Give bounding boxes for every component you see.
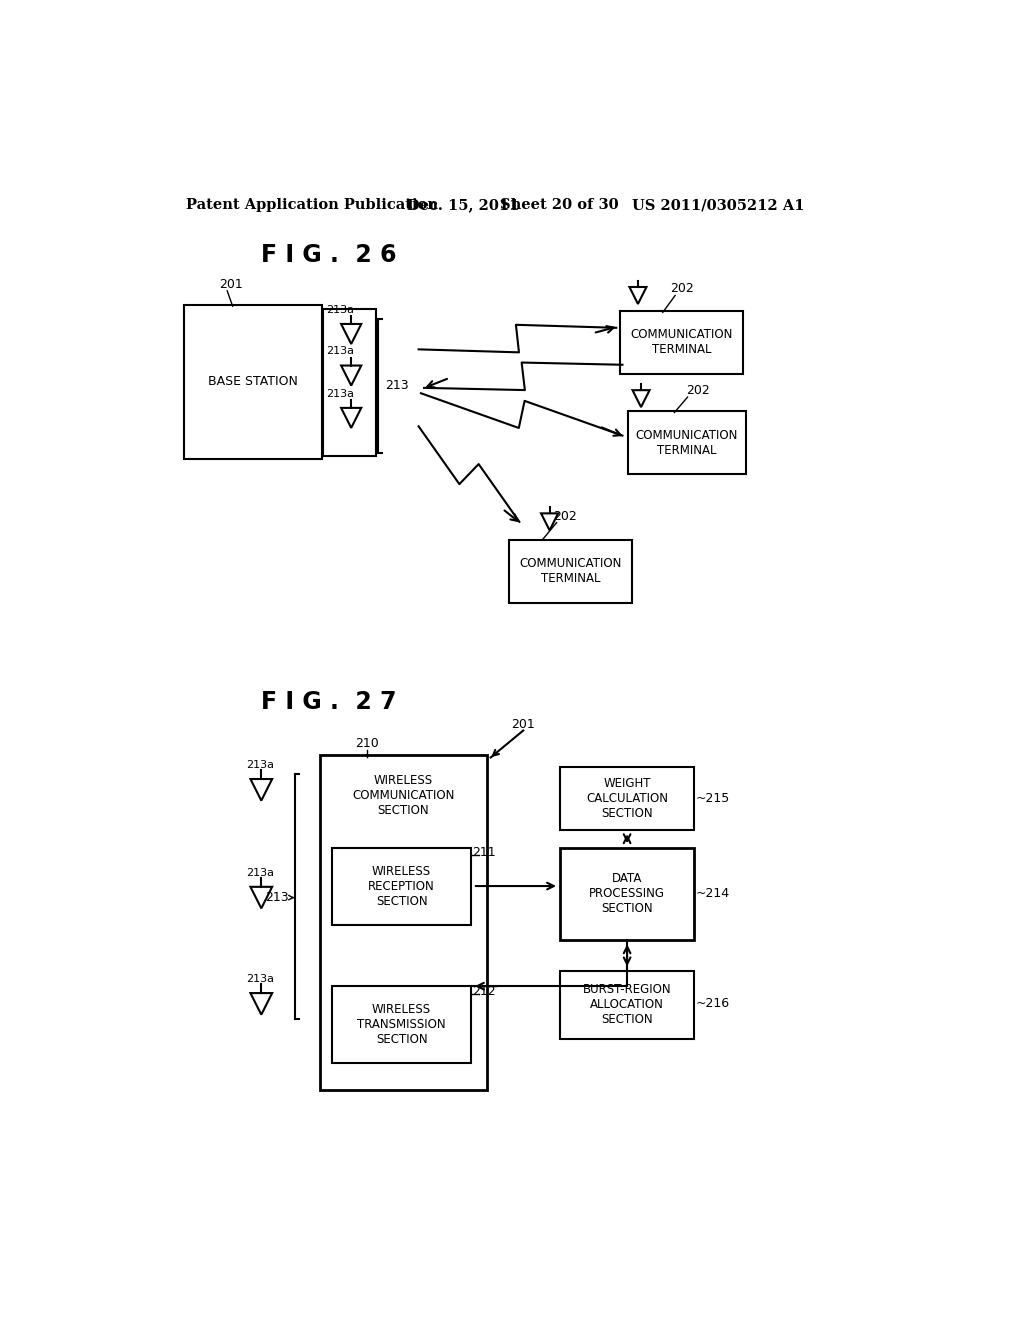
FancyBboxPatch shape: [324, 309, 376, 455]
Text: Sheet 20 of 30: Sheet 20 of 30: [500, 198, 618, 213]
Text: WIRELESS
COMMUNICATION
SECTION: WIRELESS COMMUNICATION SECTION: [352, 775, 455, 817]
Text: WIRELESS
RECEPTION
SECTION: WIRELESS RECEPTION SECTION: [369, 865, 435, 908]
Text: BASE STATION: BASE STATION: [208, 375, 298, 388]
FancyBboxPatch shape: [509, 540, 632, 603]
FancyBboxPatch shape: [628, 411, 745, 474]
Text: Dec. 15, 2011: Dec. 15, 2011: [407, 198, 519, 213]
Text: 202: 202: [671, 282, 694, 296]
Text: 201: 201: [511, 718, 536, 730]
Text: 213a: 213a: [327, 388, 354, 399]
FancyBboxPatch shape: [321, 755, 486, 1090]
Text: COMMUNICATION
TERMINAL: COMMUNICATION TERMINAL: [630, 329, 732, 356]
FancyBboxPatch shape: [332, 847, 471, 924]
FancyBboxPatch shape: [560, 970, 693, 1039]
Text: 213a: 213a: [246, 974, 273, 983]
Text: 211: 211: [472, 846, 496, 859]
Text: F I G .  2 7: F I G . 2 7: [261, 689, 397, 714]
Text: Patent Application Publication: Patent Application Publication: [186, 198, 438, 213]
Text: 213a: 213a: [327, 346, 354, 356]
Text: 210: 210: [355, 737, 379, 750]
FancyBboxPatch shape: [621, 312, 742, 374]
Text: 213: 213: [385, 379, 409, 392]
Text: ~216: ~216: [696, 998, 730, 1010]
Text: US 2011/0305212 A1: US 2011/0305212 A1: [632, 198, 804, 213]
Text: 201: 201: [219, 277, 244, 290]
Text: 213: 213: [265, 891, 289, 904]
Text: COMMUNICATION
TERMINAL: COMMUNICATION TERMINAL: [636, 429, 738, 457]
Text: 212: 212: [472, 985, 496, 998]
Text: ~215: ~215: [696, 792, 730, 805]
Text: COMMUNICATION
TERMINAL: COMMUNICATION TERMINAL: [519, 557, 622, 585]
FancyBboxPatch shape: [183, 305, 322, 459]
Text: WIRELESS
TRANSMISSION
SECTION: WIRELESS TRANSMISSION SECTION: [357, 1003, 445, 1047]
FancyBboxPatch shape: [560, 847, 693, 940]
Text: 202: 202: [553, 510, 577, 523]
Text: ~214: ~214: [696, 887, 730, 900]
Text: 213a: 213a: [327, 305, 354, 314]
Text: DATA
PROCESSING
SECTION: DATA PROCESSING SECTION: [589, 873, 666, 915]
Text: WEIGHT
CALCULATION
SECTION: WEIGHT CALCULATION SECTION: [586, 776, 668, 820]
Text: F I G .  2 6: F I G . 2 6: [261, 243, 397, 267]
Text: 202: 202: [686, 384, 710, 397]
FancyBboxPatch shape: [560, 767, 693, 830]
Text: 213a: 213a: [246, 760, 273, 770]
Text: 213a: 213a: [246, 867, 273, 878]
Text: BURST-REGION
ALLOCATION
SECTION: BURST-REGION ALLOCATION SECTION: [583, 983, 672, 1026]
FancyBboxPatch shape: [332, 986, 471, 1063]
